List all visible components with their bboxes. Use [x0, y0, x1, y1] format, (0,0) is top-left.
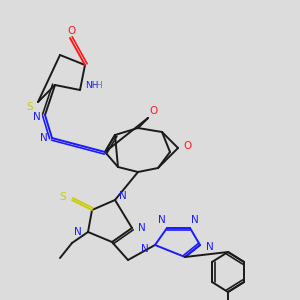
Text: O: O — [149, 106, 157, 116]
Text: N: N — [40, 133, 48, 143]
Text: N: N — [191, 215, 199, 225]
Text: N: N — [74, 227, 82, 237]
Text: O: O — [184, 141, 192, 151]
Text: N: N — [33, 112, 41, 122]
Text: NH: NH — [85, 82, 99, 91]
Text: O: O — [68, 26, 76, 36]
Text: N: N — [206, 242, 214, 252]
Text: S: S — [27, 102, 33, 112]
Text: N: N — [158, 215, 166, 225]
Text: N: N — [138, 223, 146, 233]
Text: N: N — [141, 244, 149, 254]
Text: H: H — [96, 82, 102, 91]
Text: S: S — [60, 192, 66, 202]
Text: N: N — [119, 191, 127, 201]
